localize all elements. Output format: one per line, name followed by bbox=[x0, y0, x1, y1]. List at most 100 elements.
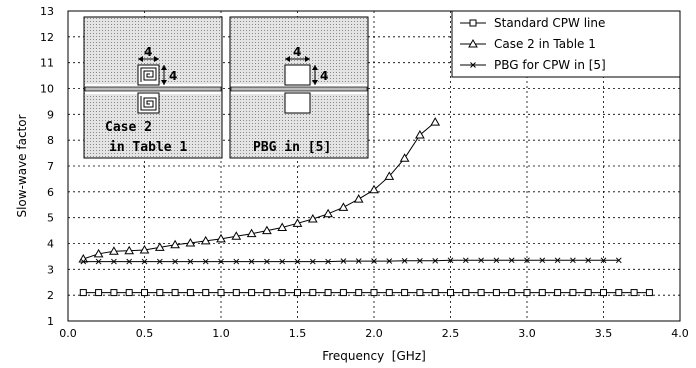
dim-height-label-case2: 4 bbox=[169, 69, 177, 83]
y-tick-label: 7 bbox=[47, 160, 54, 173]
data-point-triangle bbox=[415, 129, 425, 139]
data-point-square bbox=[569, 289, 577, 297]
legend-label: Case 2 in Table 1 bbox=[494, 37, 596, 51]
data-point-square bbox=[645, 289, 653, 297]
data-point-x bbox=[95, 258, 102, 265]
data-point-x bbox=[585, 257, 592, 264]
spiral-icon-lower bbox=[140, 96, 157, 111]
arrowhead-icon bbox=[285, 56, 310, 62]
inset-pbg-label: PBG in [5] bbox=[253, 140, 331, 155]
data-point-square bbox=[630, 289, 638, 297]
data-point-x bbox=[539, 257, 546, 264]
data-point-x bbox=[508, 257, 515, 264]
y-tick-label: 10 bbox=[40, 83, 54, 96]
data-point-square bbox=[263, 289, 271, 297]
data-point-square bbox=[477, 289, 485, 297]
dim-width-label-pbg: 4 bbox=[293, 45, 301, 59]
data-point-x bbox=[478, 257, 484, 264]
inset-case2: 4 4 Case 2 in Table 1 bbox=[83, 16, 223, 159]
data-point-square bbox=[431, 289, 439, 297]
data-point-x bbox=[417, 257, 423, 264]
data-point-x bbox=[470, 62, 476, 68]
x-tick-label: 2.0 bbox=[365, 327, 383, 340]
legend-box bbox=[451, 10, 681, 78]
y-tick-label: 9 bbox=[47, 108, 54, 121]
legend: Standard CPW line Case 2 in Table 1 PBG fo… bbox=[451, 10, 681, 78]
y-tick-label: 4 bbox=[47, 238, 54, 251]
data-point-x bbox=[294, 258, 301, 265]
x-tick-label: 2.5 bbox=[442, 327, 460, 340]
data-point-triangle bbox=[170, 239, 180, 249]
data-point-x bbox=[615, 257, 622, 264]
data-point-x bbox=[401, 257, 408, 264]
inset-pbg-lower-cell bbox=[284, 92, 311, 114]
data-point-square bbox=[447, 289, 454, 297]
data-point-triangle bbox=[124, 245, 135, 255]
data-point-square bbox=[294, 289, 301, 297]
series-3 bbox=[80, 257, 622, 265]
data-point-x bbox=[80, 258, 87, 265]
data-point-square bbox=[469, 19, 477, 27]
data-point-x bbox=[524, 257, 530, 264]
spiral-icon-upper bbox=[140, 67, 157, 82]
data-point-square bbox=[156, 289, 164, 297]
dim-height-label-pbg: 4 bbox=[320, 69, 328, 83]
x-tick-label: 0.0 bbox=[59, 327, 77, 340]
data-point-x bbox=[462, 257, 469, 264]
inset-pbg-upper-cell bbox=[284, 64, 311, 86]
data-point-triangle bbox=[338, 202, 349, 211]
data-point-square bbox=[186, 289, 194, 297]
data-point-square bbox=[248, 289, 256, 297]
legend-label: Standard CPW line bbox=[494, 16, 605, 30]
data-point-triangle bbox=[262, 225, 272, 235]
data-point-triangle bbox=[154, 242, 165, 251]
data-point-x bbox=[386, 258, 393, 264]
data-point-triangle bbox=[109, 246, 119, 255]
series-layer bbox=[78, 117, 653, 297]
data-point-x bbox=[111, 258, 117, 265]
y-tick-label: 11 bbox=[40, 57, 54, 70]
data-point-triangle bbox=[185, 237, 196, 247]
data-point-triangle bbox=[384, 171, 395, 180]
data-point-square bbox=[324, 289, 332, 297]
y-tick-label: 6 bbox=[47, 186, 54, 199]
data-point-triangle bbox=[277, 222, 288, 231]
data-point-triangle bbox=[468, 38, 478, 48]
y-tick-label: 1 bbox=[47, 315, 54, 328]
y-tick-label: 2 bbox=[47, 289, 54, 302]
data-point-square bbox=[217, 289, 225, 297]
data-point-triangle bbox=[369, 184, 379, 194]
data-point-x bbox=[600, 257, 607, 264]
data-point-triangle bbox=[353, 194, 364, 203]
data-point-x bbox=[264, 258, 270, 265]
data-point-x bbox=[355, 258, 362, 264]
data-point-square bbox=[79, 289, 87, 297]
data-point-x bbox=[325, 258, 331, 265]
data-point-square bbox=[401, 289, 409, 297]
inset-case2-label-line1: Case 2 bbox=[105, 120, 152, 135]
data-point-x bbox=[187, 258, 194, 265]
data-point-x bbox=[218, 258, 224, 265]
data-point-triangle bbox=[430, 117, 441, 126]
data-point-x bbox=[279, 258, 286, 265]
data-point-triangle bbox=[307, 213, 318, 223]
data-point-square bbox=[125, 289, 133, 297]
x-tick-label: 0.5 bbox=[136, 327, 154, 340]
x-tick-label: 3.5 bbox=[595, 327, 613, 340]
data-point-x bbox=[432, 257, 439, 264]
data-point-x bbox=[309, 258, 316, 265]
y-tick-label: 8 bbox=[47, 134, 54, 147]
x-tick-label: 3.0 bbox=[518, 327, 536, 340]
x-tick-label: 4.0 bbox=[671, 327, 689, 340]
data-point-x bbox=[172, 258, 178, 265]
data-point-square bbox=[538, 289, 546, 297]
data-point-square bbox=[95, 289, 103, 297]
data-point-x bbox=[248, 258, 255, 265]
data-point-square bbox=[584, 289, 592, 297]
data-point-x bbox=[141, 258, 148, 265]
inset-pbg: 4 4 PBG in [5] bbox=[229, 16, 369, 159]
data-point-square bbox=[385, 289, 393, 297]
data-point-triangle bbox=[292, 218, 303, 227]
y-axis-title: Slow-wave factor bbox=[15, 114, 29, 217]
